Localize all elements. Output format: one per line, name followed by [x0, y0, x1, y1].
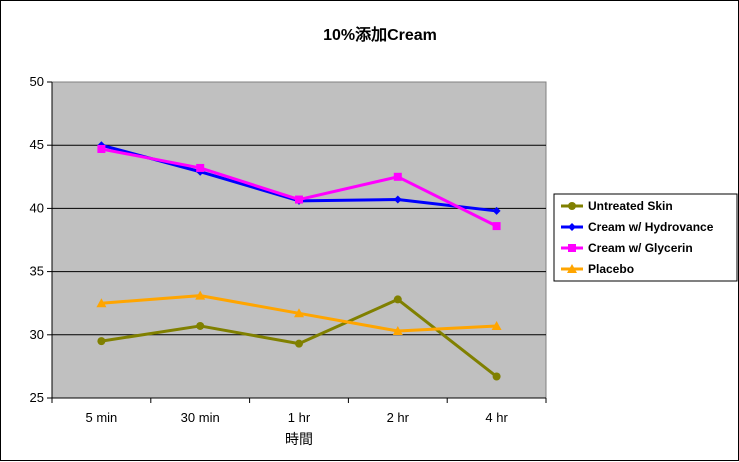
- data-point: [393, 295, 402, 304]
- y-tick-label: 25: [30, 390, 44, 405]
- series-2: [97, 144, 501, 231]
- data-point: [97, 337, 106, 346]
- legend-items: Untreated Skin Cream w/ Hydrovance Cream w…: [561, 199, 714, 276]
- data-point: [492, 372, 501, 381]
- x-tick-label: 30 min: [181, 410, 220, 425]
- y-tick-label: 50: [30, 74, 44, 89]
- legend-marker: [567, 264, 577, 273]
- data-point: [97, 144, 106, 153]
- x-axis: 5 min 30 min 1 hr 2 hr 4 hr: [51, 397, 547, 425]
- data-point: [393, 195, 402, 204]
- data-point: [295, 339, 303, 348]
- series-3: [96, 290, 502, 336]
- data-point: [393, 172, 402, 181]
- x-tick-label: 2 hr: [387, 410, 410, 425]
- gridlines: [52, 144, 546, 336]
- data-point: [492, 222, 501, 231]
- plot-area: [51, 81, 547, 399]
- chart-title: 10%添加Cream: [323, 25, 437, 44]
- x-tick-label: 5 min: [86, 410, 118, 425]
- y-axis: 25 30 35 40 45 50: [30, 74, 53, 405]
- x-axis-label: 時間: [285, 431, 313, 447]
- data-point: [195, 290, 206, 300]
- legend-marker: [568, 223, 576, 231]
- legend-label: Cream w/ Hydrovance: [588, 220, 714, 234]
- series-0: [97, 295, 501, 381]
- data-point: [392, 326, 403, 336]
- legend: [553, 193, 738, 282]
- data-point: [196, 163, 205, 172]
- data-point: [491, 320, 502, 330]
- legend-label: Placebo: [588, 262, 634, 276]
- legend-marker: [568, 244, 576, 252]
- x-tick-label: 1 hr: [288, 410, 311, 425]
- data-point: [295, 195, 303, 204]
- legend-item: Cream w/ Glycerin: [561, 241, 693, 255]
- y-tick-label: 30: [30, 327, 44, 342]
- data-point: [492, 206, 501, 215]
- y-tick-label: 40: [30, 200, 44, 215]
- legend-label: Cream w/ Glycerin: [588, 241, 693, 255]
- data-point: [196, 321, 205, 330]
- y-tick-label: 45: [30, 137, 44, 152]
- data-point: [96, 298, 107, 308]
- series-group: [96, 141, 502, 381]
- data-point: [294, 308, 304, 318]
- legend-item: Placebo: [561, 262, 634, 276]
- legend-item: Untreated Skin: [561, 199, 673, 213]
- x-tick-label: 4 hr: [485, 410, 508, 425]
- legend-label: Untreated Skin: [588, 199, 673, 213]
- legend-item: Cream w/ Hydrovance: [561, 220, 714, 234]
- legend-marker: [568, 202, 576, 210]
- y-tick-label: 35: [30, 264, 44, 279]
